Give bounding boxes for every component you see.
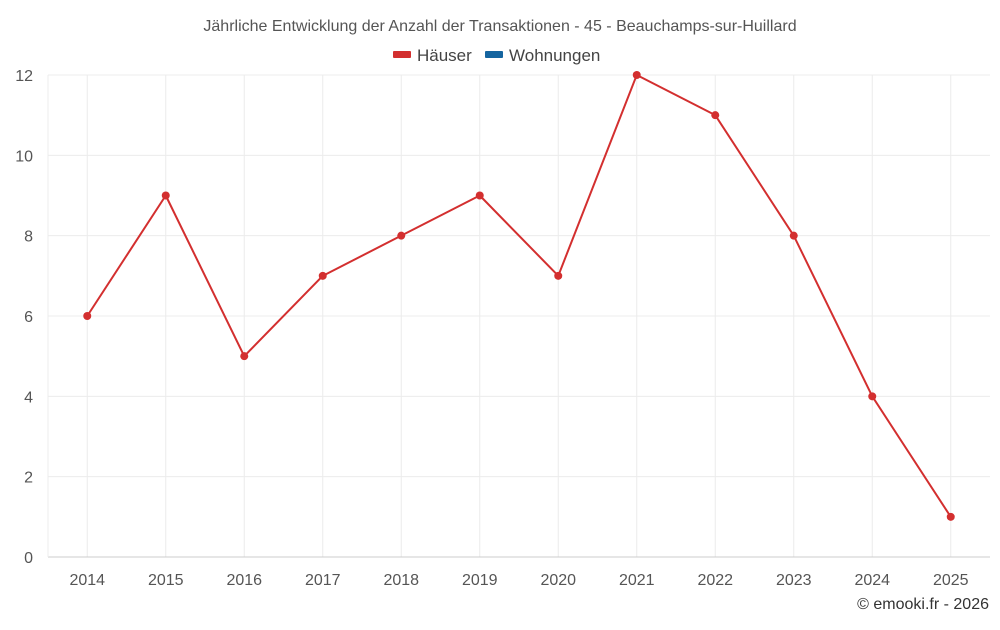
- y-tick-label: 8: [24, 229, 33, 246]
- data-point[interactable]: [161, 191, 170, 200]
- y-tick-label: 0: [24, 550, 33, 567]
- data-point[interactable]: [711, 111, 720, 120]
- x-tick-label: 2020: [540, 572, 576, 589]
- legend-swatch-haeuser: [393, 51, 411, 58]
- data-point[interactable]: [397, 231, 406, 240]
- legend-item-wohnungen[interactable]: Wohnungen: [485, 46, 600, 65]
- legend-swatch-wohnungen: [485, 51, 503, 58]
- legend-item-haeuser[interactable]: Häuser: [393, 46, 472, 65]
- x-tick-label: 2015: [148, 572, 184, 589]
- data-point[interactable]: [632, 71, 641, 79]
- series: [83, 71, 955, 521]
- credit-text: © emooki.fr - 2026: [857, 596, 989, 613]
- data-point[interactable]: [240, 352, 249, 361]
- legend: Häuser Wohnungen: [393, 46, 600, 65]
- data-point[interactable]: [789, 231, 798, 240]
- x-tick-label: 2019: [462, 572, 498, 589]
- data-point[interactable]: [475, 191, 484, 200]
- y-tick-label: 12: [15, 68, 33, 85]
- data-point[interactable]: [946, 512, 955, 521]
- x-tick-label: 2014: [69, 572, 105, 589]
- x-tick-label: 2016: [226, 572, 262, 589]
- x-tick-label: 2024: [854, 572, 890, 589]
- x-tick-label: 2021: [619, 572, 655, 589]
- axes: 0 2 4 6 8 10 12 2014 2015 2016 2017 2018 2019 2020 202…: [15, 68, 990, 589]
- series-line-0: [86, 74, 952, 518]
- chart-title: Jährliche Entwicklung der Anzahl der Tra…: [203, 18, 796, 35]
- data-point[interactable]: [318, 271, 327, 280]
- y-tick-label: 2: [24, 470, 33, 487]
- x-tick-label: 2023: [776, 572, 812, 589]
- data-point[interactable]: [868, 392, 877, 401]
- data-point[interactable]: [83, 312, 92, 320]
- legend-label-wohnungen: Wohnungen: [509, 46, 600, 65]
- x-tick-label: 2022: [697, 572, 733, 589]
- y-tick-label: 10: [15, 148, 33, 165]
- legend-label-haeuser: Häuser: [417, 46, 472, 65]
- data-point[interactable]: [554, 271, 563, 280]
- y-tick-label: 6: [24, 309, 33, 326]
- x-tick-label: 2018: [383, 572, 419, 589]
- y-tick-label: 4: [24, 389, 33, 406]
- x-tick-label: 2017: [305, 572, 341, 589]
- x-tick-label: 2025: [933, 572, 969, 589]
- grid: [48, 74, 990, 557]
